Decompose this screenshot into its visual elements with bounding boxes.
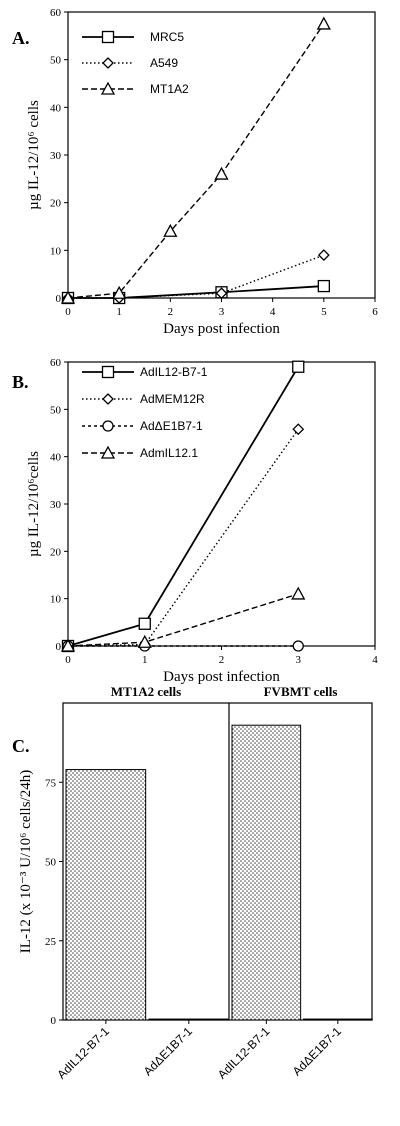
data-point	[316, 16, 331, 30]
bar	[65, 769, 147, 1021]
group-label: MT1A2 cells	[111, 684, 181, 699]
bar	[231, 724, 302, 1021]
series-line	[67, 593, 299, 647]
data-point	[60, 290, 76, 304]
x-tick-label: 0	[65, 654, 71, 666]
x-tick-label: 3	[219, 306, 225, 318]
panel-label: A.	[12, 28, 30, 48]
data-point	[138, 617, 151, 630]
y-tick-label: 0	[51, 1015, 57, 1027]
legend-marker	[100, 445, 116, 459]
legend-marker	[102, 393, 114, 405]
y-axis-label: µg IL-12/10⁶cells	[26, 451, 42, 557]
y-tick-label: 40	[50, 102, 62, 114]
x-axis-label: Days post infection	[163, 669, 280, 685]
y-tick-label: 60	[50, 7, 62, 19]
data-point	[292, 640, 304, 652]
group-label: FVBMT cells	[264, 684, 338, 699]
data-point	[291, 586, 306, 600]
x-tick-label: 3	[296, 654, 302, 666]
series	[60, 586, 306, 652]
x-tick-label: 6	[372, 306, 378, 318]
series-line	[67, 428, 299, 647]
panel-label: C.	[12, 736, 30, 756]
legend-label: MRC5	[150, 30, 184, 44]
x-tick-label: 4	[270, 306, 276, 318]
x-tick-label: 2	[168, 306, 174, 318]
data-point	[112, 285, 127, 299]
legend-label: MT1A2	[150, 82, 189, 96]
y-tick-label: 25	[45, 936, 57, 948]
x-tick-label: 4	[372, 654, 378, 666]
y-tick-label: 50	[50, 404, 62, 416]
legend-label: AdmIL12.1	[140, 446, 198, 460]
y-tick-label: 60	[50, 357, 62, 369]
bar	[303, 1018, 373, 1021]
x-tick-label: 1	[142, 654, 148, 666]
y-tick-label: 30	[50, 499, 62, 511]
bar	[148, 1018, 230, 1021]
data-point	[137, 634, 152, 648]
y-axis-label: IL-12 (x 10⁻³ U/10⁶ cells/24h)	[18, 770, 34, 953]
series	[60, 16, 331, 304]
y-tick-label: 20	[50, 198, 62, 210]
legend-marker	[102, 420, 114, 432]
x-tick-label: 0	[65, 306, 71, 318]
x-tick-label: AdIL12-B7-1	[215, 1024, 273, 1082]
x-axis-label: Days post infection	[163, 321, 280, 337]
data-point	[317, 249, 330, 262]
y-tick-label: 50	[45, 857, 57, 869]
legend-label: AdMEM12R	[140, 392, 205, 406]
legend-marker	[102, 57, 114, 69]
legend-marker	[100, 81, 116, 95]
data-point	[215, 287, 228, 300]
x-tick-label: AdΔE1B7-1	[290, 1024, 344, 1078]
x-tick-label: 1	[116, 306, 122, 318]
series-line	[68, 254, 325, 299]
y-tick-label: 10	[50, 245, 62, 257]
panel-c-chart: 0 25 50 75 IL-12 (x 10⁻³ U/10⁶ cells/24h) C. M…	[12, 684, 373, 1082]
legend-label: AdIL12-B7-1	[140, 365, 208, 379]
legend-marker	[101, 365, 115, 379]
y-axis-label: µg IL-12/10⁶ cells	[26, 100, 42, 210]
y-tick-label: 0	[56, 641, 62, 653]
data-point	[214, 166, 229, 180]
y-tick-label: 30	[50, 150, 62, 162]
data-point	[292, 423, 305, 436]
y-tick-label: 40	[50, 452, 62, 464]
series	[62, 249, 330, 304]
x-tick-label: AdIL12-B7-1	[54, 1024, 112, 1082]
y-tick-label: 10	[50, 594, 62, 606]
y-tick-label: 75	[45, 777, 57, 789]
y-tick-label: 0	[56, 293, 62, 305]
plot-frame	[67, 361, 376, 647]
x-tick-label: 2	[219, 654, 225, 666]
series	[61, 279, 330, 305]
data-point	[163, 223, 178, 237]
series	[62, 640, 304, 652]
panel-label: B.	[12, 372, 29, 392]
data-point	[317, 279, 330, 293]
y-tick-label: 50	[50, 55, 62, 67]
data-point	[292, 360, 305, 373]
x-tick-label: AdΔE1B7-1	[141, 1024, 195, 1078]
x-tick-label: 5	[321, 306, 327, 318]
legend-label: A549	[150, 56, 178, 70]
y-tick-label: 20	[50, 546, 62, 558]
data-point	[60, 638, 76, 652]
legend-label: AdΔE1B7-1	[140, 419, 203, 433]
series-line	[68, 285, 324, 299]
legend-marker	[101, 30, 115, 44]
